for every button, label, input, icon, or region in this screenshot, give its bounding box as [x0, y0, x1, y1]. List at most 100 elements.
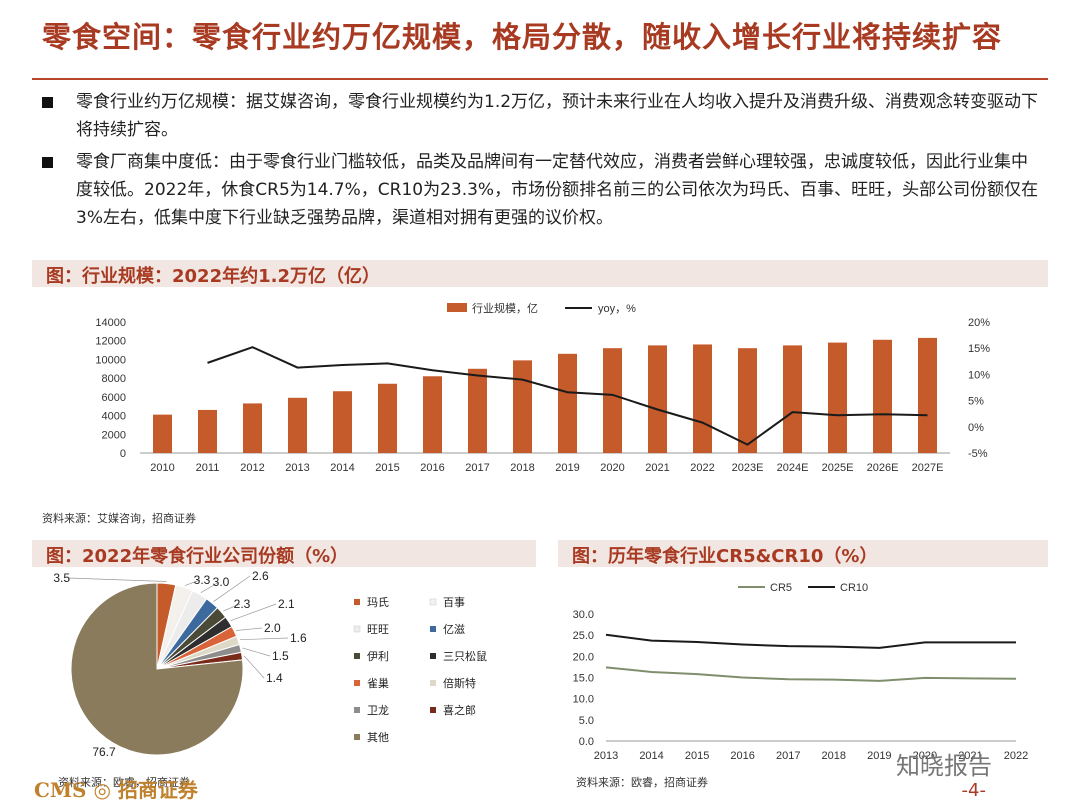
bar	[288, 397, 307, 453]
x-tick-label: 2014	[330, 462, 354, 474]
y-tick-label: 6000	[102, 392, 126, 404]
pie-value-label: 1.5	[272, 649, 289, 663]
section-title: 图：行业规模：2022年约1.2万亿（亿）	[46, 266, 380, 287]
pie-leader-line	[213, 575, 251, 602]
legend-swatch	[353, 625, 361, 633]
pie-leader-line	[223, 603, 241, 612]
x-tick-label: 2010	[150, 462, 174, 474]
bar	[198, 409, 217, 453]
pie-value-label: 2.6	[252, 569, 269, 583]
bar	[333, 391, 352, 453]
section-header-cr-trend: 图：历年零食行业CR5&CR10（%）	[558, 540, 1048, 567]
y-tick-label: 12000	[95, 336, 126, 348]
y-tick-label: 0.0	[579, 736, 594, 748]
bullet-market-size: 零食行业约万亿规模：据艾媒咨询，零食行业规模约为1.2万亿，预计未来行业在人均收…	[42, 88, 1042, 144]
x-tick-label: 2024E	[777, 462, 809, 474]
x-tick-label: 2017	[776, 750, 800, 762]
pie-value-label: 3.3	[194, 573, 211, 587]
bar	[603, 348, 622, 453]
legend-bar-swatch	[447, 303, 467, 312]
bar	[378, 383, 397, 453]
legend-line-label: yoy，%	[598, 303, 636, 315]
legend-label: 喜之郎	[443, 703, 476, 717]
legend-label: 雀巢	[367, 677, 389, 690]
legend-label: 倍斯特	[443, 676, 476, 690]
x-tick-label: 2014	[639, 750, 663, 762]
y2-tick-label: 10%	[968, 369, 990, 381]
pie-slice	[70, 582, 244, 756]
y2-tick-label: 20%	[968, 317, 990, 329]
industry-size-chart: 行业规模，亿 yoy，% 0 2000 4000 6000 8000 10000 12000 14…	[95, 301, 990, 474]
bullet-concentration: 零食厂商集中度低：由于零食行业门槛较低，品类及品牌间有一定替代效应，消费者尝鲜心…	[42, 148, 1042, 232]
bar	[558, 353, 577, 453]
pie-value-label: 2.1	[278, 597, 295, 611]
y2-tick-label: 5%	[968, 396, 984, 408]
bar	[423, 376, 442, 453]
pie-value-label: 2.3	[234, 597, 251, 611]
bar	[738, 348, 757, 453]
legend-label: 旺旺	[367, 624, 389, 636]
legend-label: 亿滋	[443, 623, 465, 636]
company-logo: CMS ◎ 招商证券	[34, 778, 198, 802]
bar	[513, 360, 532, 453]
y-tick-label: 10000	[95, 354, 126, 366]
watermark: 知晓报告	[896, 752, 992, 780]
pie-leader-line	[242, 647, 271, 657]
legend-label: 伊利	[367, 650, 389, 663]
bar	[828, 342, 847, 453]
x-tick-label: 2019	[555, 462, 579, 474]
legend-swatch	[354, 599, 360, 605]
source-note: 资料来源：欧睿，招商证券	[576, 776, 708, 789]
pie-leader-line	[230, 603, 277, 622]
y-tick-label: 0	[120, 448, 126, 460]
pie-value-label: 76.7	[92, 745, 116, 759]
pie-value-label: 2.0	[264, 621, 281, 635]
x-tick-label: 2013	[594, 750, 618, 762]
y-tick-label: 4000	[102, 411, 126, 423]
legend-swatch	[430, 626, 436, 632]
cr5-cr10-line-chart: CR5 CR10 0.0 5.0 10.0 15.0 20.0 25.0 30.0 2013 201…	[573, 582, 1029, 762]
y-tick-label: 30.0	[573, 609, 594, 621]
legend-swatch	[354, 680, 360, 686]
section-header-industry-size: 图：行业规模：2022年约1.2万亿（亿）	[32, 260, 1048, 287]
legend-swatch	[354, 653, 360, 659]
legend-bar-label: 行业规模，亿	[472, 301, 538, 315]
legend-cr10-label: CR10	[840, 582, 868, 594]
y-tick-label: 10.0	[573, 694, 594, 706]
y-tick-label: 15.0	[573, 673, 594, 685]
legend-label: 玛氏	[367, 596, 389, 609]
pie-value-label: 1.6	[290, 631, 307, 645]
x-tick-label: 2013	[285, 462, 309, 474]
x-tick-label: 2022	[690, 462, 714, 474]
source-note: 资料来源：艾媒咨询，招商证券	[42, 512, 196, 525]
x-tick-label: 2019	[867, 750, 891, 762]
legend-label: 卫龙	[367, 704, 389, 717]
x-tick-label: 2011	[196, 462, 220, 474]
pie-value-label: 3.0	[213, 575, 230, 589]
x-tick-label: 2027E	[912, 462, 944, 474]
x-tick-label: 2012	[240, 462, 264, 474]
bullet-square-icon	[42, 97, 53, 108]
y2-tick-label: 0%	[968, 422, 984, 434]
y-tick-label: 20.0	[573, 651, 594, 663]
x-tick-label: 2017	[465, 462, 489, 474]
x-tick-label: 2015	[375, 462, 399, 474]
cr5-line	[605, 666, 1017, 682]
bar	[153, 414, 172, 453]
yoy-line	[207, 346, 928, 446]
y-tick-label: 2000	[102, 429, 126, 441]
legend-label: 其他	[367, 731, 389, 744]
x-tick-label: 2022	[1004, 750, 1028, 762]
page-title: 零食空间：零食行业约万亿规模，格局分散，随收入增长行业将持续扩容	[42, 20, 1003, 54]
bullet-text: 零食行业约万亿规模：据艾媒咨询，零食行业规模约为1.2万亿，预计未来行业在人均收…	[76, 92, 1039, 140]
pie-leader-line	[236, 627, 263, 631]
company-share-pie-chart: 3.5 3.3 3.0 2.62.3 2.1 2.0 1.61.5 1.4 76.7 玛氏 百事旺旺…	[53, 569, 487, 759]
bullet-square-icon	[42, 157, 53, 168]
x-tick-label: 2018	[822, 750, 846, 762]
bar	[918, 337, 937, 453]
bar	[873, 339, 892, 453]
x-tick-label: 2021	[645, 462, 669, 474]
x-tick-label: 2026E	[867, 462, 899, 474]
y-tick-label: 14000	[95, 317, 126, 329]
legend-swatch	[430, 653, 436, 659]
